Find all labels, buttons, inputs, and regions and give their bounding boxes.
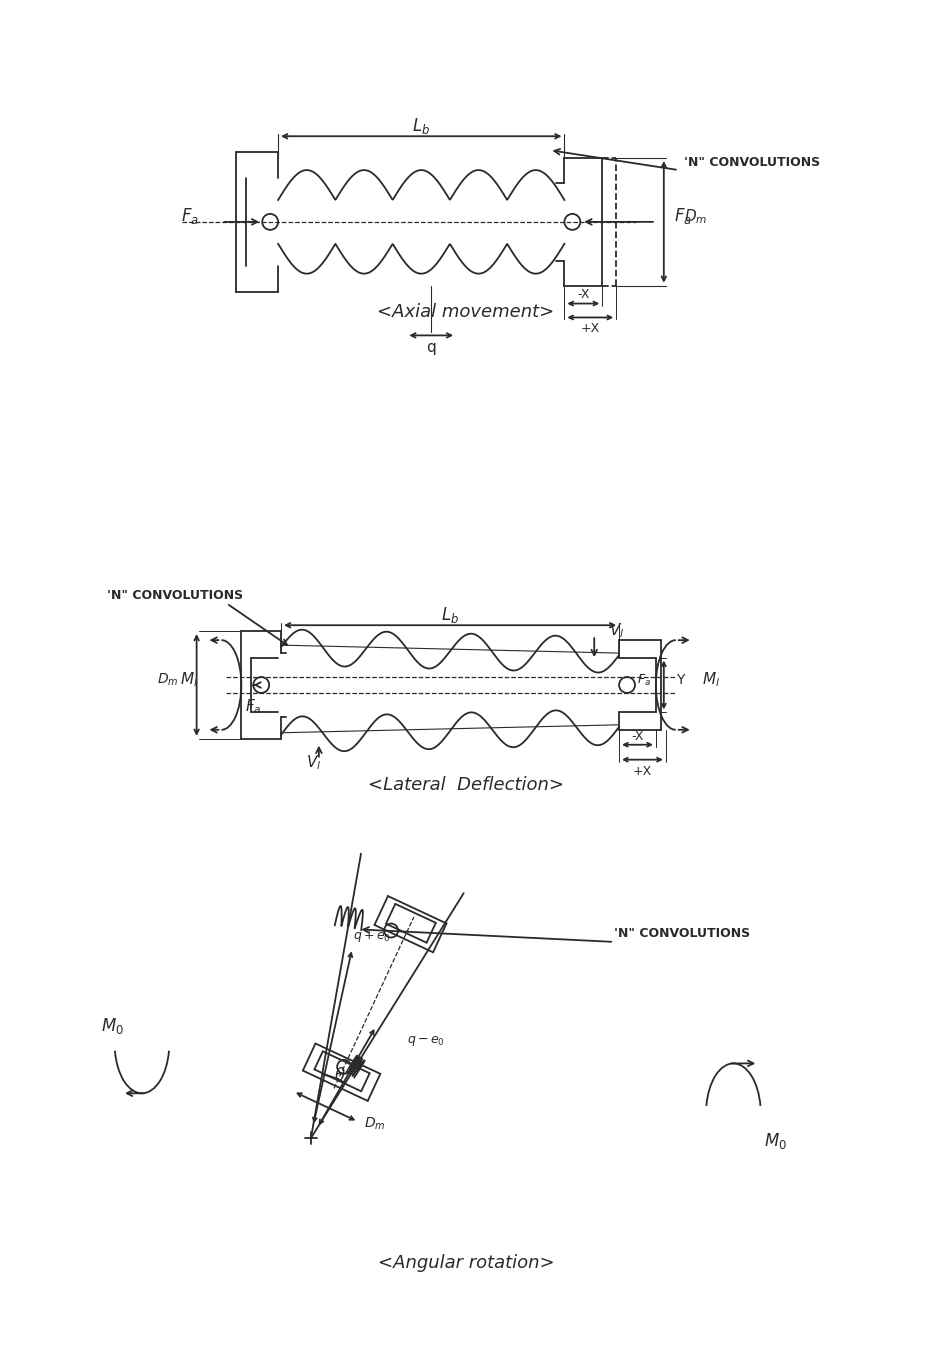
Text: $L_b$: $L_b$ <box>441 606 459 625</box>
Text: $L_b$: $L_b$ <box>412 117 430 137</box>
Text: $F_a$: $F_a$ <box>637 672 651 687</box>
Text: 'N" CONVOLUTIONS: 'N" CONVOLUTIONS <box>614 927 750 940</box>
Text: Y: Y <box>675 673 684 687</box>
Text: <Lateral  Deflection>: <Lateral Deflection> <box>368 775 564 794</box>
Text: +X: +X <box>633 766 652 778</box>
Text: $D_m$: $D_m$ <box>684 207 707 226</box>
Text: 'N" CONVOLUTIONS: 'N" CONVOLUTIONS <box>107 589 244 602</box>
Text: -X: -X <box>632 730 644 744</box>
Text: $M_0$: $M_0$ <box>764 1131 787 1152</box>
Text: $F_a$: $F_a$ <box>181 206 199 226</box>
Text: +X: +X <box>580 322 600 335</box>
Text: <Axial movement>: <Axial movement> <box>377 302 554 321</box>
Text: $V_l$: $V_l$ <box>609 621 624 640</box>
Text: -X: -X <box>577 289 590 301</box>
Text: 'N" CONVOLUTIONS: 'N" CONVOLUTIONS <box>684 156 820 168</box>
Text: $F_a$: $F_a$ <box>245 698 262 717</box>
Text: $V_l$: $V_l$ <box>306 753 322 772</box>
Text: $M_0$: $M_0$ <box>101 1015 123 1035</box>
Text: $q-e_0$: $q-e_0$ <box>407 1034 445 1049</box>
Text: $\theta$: $\theta$ <box>333 1066 345 1084</box>
Text: <Angular rotation>: <Angular rotation> <box>378 1253 554 1271</box>
Text: $q+e_0$: $q+e_0$ <box>353 930 391 944</box>
Text: $D_m$: $D_m$ <box>158 672 179 688</box>
Text: $F_a$: $F_a$ <box>674 206 691 226</box>
Text: $M_l$: $M_l$ <box>180 671 198 690</box>
Text: $D_m$: $D_m$ <box>364 1117 385 1133</box>
Text: q: q <box>426 340 436 355</box>
Text: $M_l$: $M_l$ <box>702 671 719 690</box>
